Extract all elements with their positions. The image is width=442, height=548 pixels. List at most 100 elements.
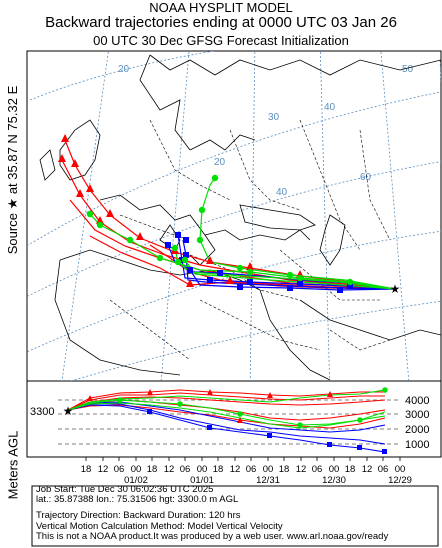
hour-label: 06 [312,464,323,475]
green-circle-marker [156,254,164,262]
coastlines [39,54,441,381]
green-circle-marker [198,206,206,214]
green-circle-marker [296,274,304,282]
red-triangle-marker [96,216,104,224]
hour-label: 18 [213,464,224,475]
hour-label: 06 [114,464,125,475]
graticule-label: 60 [360,172,372,183]
blue-square-marker [207,277,213,283]
height-tick-labels: 4000 3000 2000 1000 [405,395,429,451]
map-area: 20 20 30 40 50 40 60 [27,51,441,381]
green-circle-marker [246,268,254,276]
green-circle-marker [346,278,354,286]
time-axis-hour-labels: 18 12 06 00 18 12 06 00 18 12 06 00 18 1… [81,464,406,475]
hour-label: 00 [395,464,406,475]
hour-label: 06 [378,464,389,475]
blue-square-marker [297,281,303,287]
hour-label: 18 [81,464,92,475]
job-start-line: Job Start: Tue Dec 30 06:02:36 UTC 2025 [36,484,214,495]
date-label: 12/29 [388,475,412,486]
trajectory-direction-line: Trajectory Direction: Backward Duration:… [36,510,241,522]
red-triangle-marker [87,395,93,401]
blue-square-marker [217,270,223,276]
hour-label: 12 [164,464,175,475]
red-triangle-marker [147,389,153,395]
blue-square-marker [147,409,152,414]
date-label: 12/30 [322,475,346,486]
height-panel-content: 4000 3000 2000 1000 3300 [30,387,429,486]
graticule-label: 20 [214,157,226,168]
red-triangle-marker [86,184,94,192]
height-tick-label: 3000 [405,409,429,421]
graticule-label: 50 [402,64,414,75]
green-circle-marker [297,422,303,428]
green-circle-marker [236,264,244,272]
hour-label: 00 [263,464,274,475]
blue-square-marker [207,425,212,430]
green-circle-marker [357,417,363,423]
red-triangle-marker [237,417,243,423]
hour-label: 00 [197,464,208,475]
green-circle-marker [177,401,183,407]
blue-square-marker [347,283,353,289]
red-triangle-marker [58,154,66,162]
graticule [27,51,441,381]
green-circle-marker [126,236,134,244]
time-axis-date-labels: 01/02 01/01 12/31 12/30 12/29 [124,475,412,486]
source-height-label: 3300 [30,406,54,418]
hour-label: 18 [279,464,290,475]
blue-square-marker [187,267,193,273]
date-label: 01/01 [190,475,214,486]
blue-square-marker [267,433,272,438]
green-circle-marker [171,244,179,252]
red-triangle-marker [207,389,213,395]
trajectory-markers [58,134,354,293]
green-circle-marker [286,271,294,279]
red-triangle-marker [267,392,273,398]
red-triangle-marker [186,279,194,287]
green-circle-marker [86,210,94,218]
hour-label: 18 [345,464,356,475]
blue-square-marker [287,285,293,291]
hour-label: 12 [362,464,373,475]
hour-label: 18 [147,464,158,475]
blue-square-marker [165,242,171,248]
job-info-footer: Job Start: Tue Dec 30 06:02:36 UTC 2025 … [36,484,436,542]
date-label: 12/31 [256,475,280,486]
hour-label: 06 [246,464,257,475]
height-tick-label: 4000 [405,395,429,407]
graticule-labels: 20 20 30 40 50 40 60 [118,64,414,198]
red-triangle-marker [246,262,254,270]
green-circle-marker [181,256,189,264]
blue-square-marker [382,449,387,454]
footer-box [31,485,439,547]
red-triangle-marker [106,209,114,217]
blue-square-marker [183,252,189,258]
blue-square-marker [327,442,332,447]
source-star-icon: ★ [63,404,74,418]
green-circle-marker [117,397,123,403]
blue-square-marker [357,445,362,450]
hour-label: 06 [180,464,191,475]
blue-square-marker [183,237,189,243]
red-triangle-marker [76,189,84,197]
hour-label: 12 [98,464,109,475]
vertical-motion-line: Vertical Motion Calculation Method: Mode… [36,520,283,532]
green-circle-marker [211,174,219,182]
hour-label: 00 [329,464,340,475]
green-circle-marker [96,221,104,229]
green-circle-marker [237,411,243,417]
red-triangle-marker [61,134,69,142]
location-line: lat.: 35.87388 lon.: 75.31506 hgt: 3300.… [36,494,239,506]
graticule-label: 40 [276,187,288,198]
blue-square-marker [175,232,181,238]
green-circle-marker [382,387,388,393]
date-label: 01/02 [124,475,148,486]
title-line-1: NOAA HYSPLIT MODEL [149,0,293,15]
red-triangle-marker [226,276,234,284]
title-line-2: Backward trajectories ending at 0000 UTC… [45,14,397,31]
blue-square-marker [337,287,343,293]
hour-label: 12 [296,464,307,475]
blue-square-marker [247,279,253,285]
